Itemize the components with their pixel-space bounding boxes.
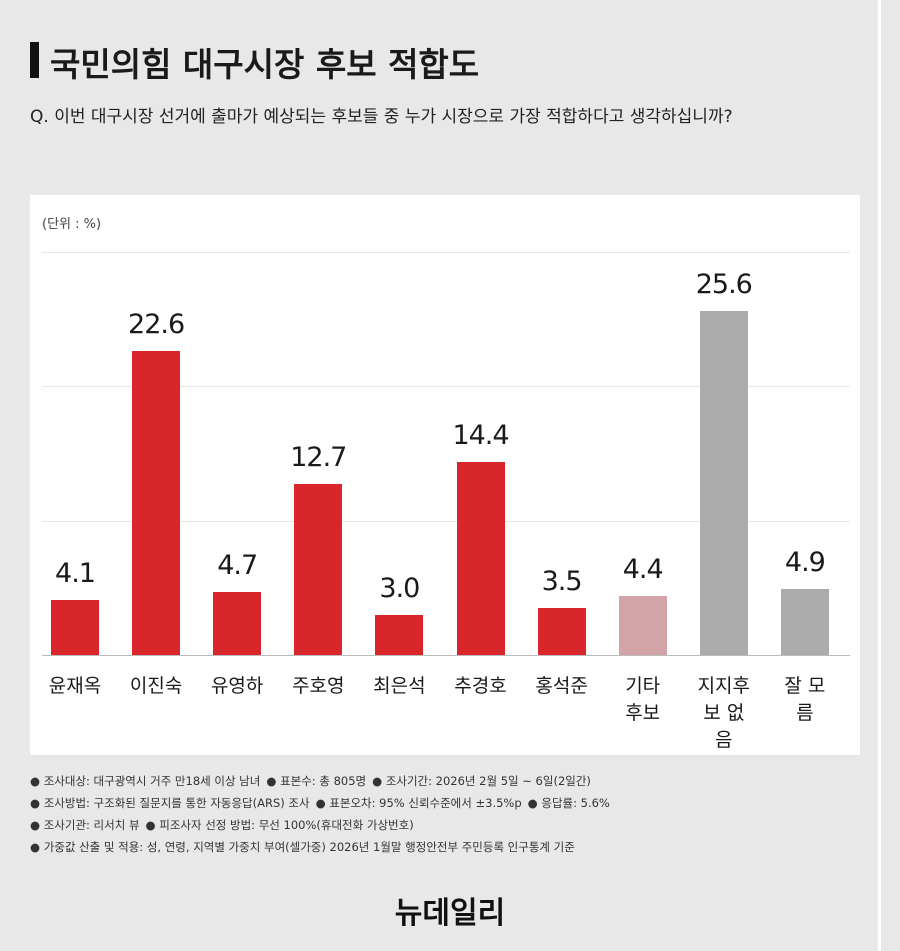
- bar: [699, 311, 748, 655]
- chart-title: 국민의힘 대구시장 후보 적합도: [50, 45, 480, 84]
- note: 표본수: 총 805명: [266, 774, 366, 788]
- bar: [132, 351, 181, 655]
- x-tick-label: 윤재옥: [48, 675, 102, 697]
- note: 조사기간: 2026년 2월 5일 ~ 6일(2일간): [372, 774, 591, 788]
- bar: [537, 607, 586, 655]
- bar: [294, 484, 343, 655]
- value-label: 4.1: [55, 557, 96, 589]
- note: 조사기관: 리서치 뷰: [30, 818, 140, 832]
- bar: [780, 589, 829, 655]
- x-tick-label: 지지후보 없음: [697, 675, 751, 751]
- note-line: 조사기관: 리서치 뷰 피조사자 선정 방법: 무선 100%(휴대전화 가상번호…: [30, 814, 616, 836]
- value-label: 4.9: [784, 547, 826, 579]
- x-tick-label: 추경호: [454, 675, 507, 697]
- x-tick-label: 유영하: [210, 675, 264, 697]
- bar: [213, 591, 262, 655]
- value-label: 3.0: [379, 572, 420, 604]
- x-tick-label: 이진숙: [129, 675, 183, 697]
- logo: 뉴데일리: [394, 896, 506, 931]
- unit-label: (단위 : %): [42, 217, 102, 232]
- value-label: 22.6: [128, 309, 185, 341]
- bar: [618, 595, 667, 655]
- value-label: 14.4: [452, 419, 509, 451]
- edge: [878, 0, 881, 951]
- note-line: 조사대상: 대구광역시 거주 만18세 이상 남녀 표본수: 총 805명 조사기간…: [30, 770, 616, 792]
- bar: [456, 461, 505, 655]
- title-bar: [30, 42, 39, 78]
- grid-line: [42, 655, 850, 656]
- notes: 조사대상: 대구광역시 거주 만18세 이상 남녀 표본수: 총 805명 조사기간…: [30, 770, 616, 858]
- x-tick-label: 최은석: [373, 675, 426, 697]
- x-tick-label: 홍석준: [535, 675, 588, 697]
- value-label: 25.6: [695, 269, 753, 301]
- x-tick-label: 기타 후보: [625, 675, 661, 724]
- note: 조사방법: 구조화된 질문지를 통한 자동응답(ARS) 조사: [30, 796, 310, 810]
- note: 가중값 산출 및 적용: 성, 연령, 지역별 가중치 부여(셀가중) 2026…: [30, 840, 575, 854]
- x-tick-label: 주호영: [292, 675, 345, 697]
- value-label: 4.4: [622, 553, 664, 585]
- note: 조사대상: 대구광역시 거주 만18세 이상 남녀: [30, 774, 260, 788]
- question: Q. 이번 대구시장 선거에 출마가 예상되는 후보들 중 누가 시장으로 가장…: [30, 107, 733, 127]
- bar: [51, 599, 99, 655]
- grid-line: [42, 252, 850, 253]
- note-line: 가중값 산출 및 적용: 성, 연령, 지역별 가중치 부여(셀가중) 2026…: [30, 836, 616, 858]
- note-line: 조사방법: 구조화된 질문지를 통한 자동응답(ARS) 조사 표본오차: 95%…: [30, 792, 616, 814]
- note: 피조사자 선정 방법: 무선 100%(휴대전화 가상번호): [146, 818, 414, 832]
- value-label: 12.7: [290, 442, 347, 474]
- grid-line: [42, 386, 850, 388]
- grid-line: [42, 520, 850, 522]
- note: 응답률: 5.6%: [528, 796, 610, 810]
- bar: [375, 614, 424, 655]
- x-tick-label: 잘 모름: [784, 675, 826, 724]
- value-label: 3.5: [541, 565, 583, 597]
- value-label: 4.7: [217, 549, 258, 581]
- note: 표본오차: 95% 신뢰수준에서 ±3.5%p: [316, 796, 522, 810]
